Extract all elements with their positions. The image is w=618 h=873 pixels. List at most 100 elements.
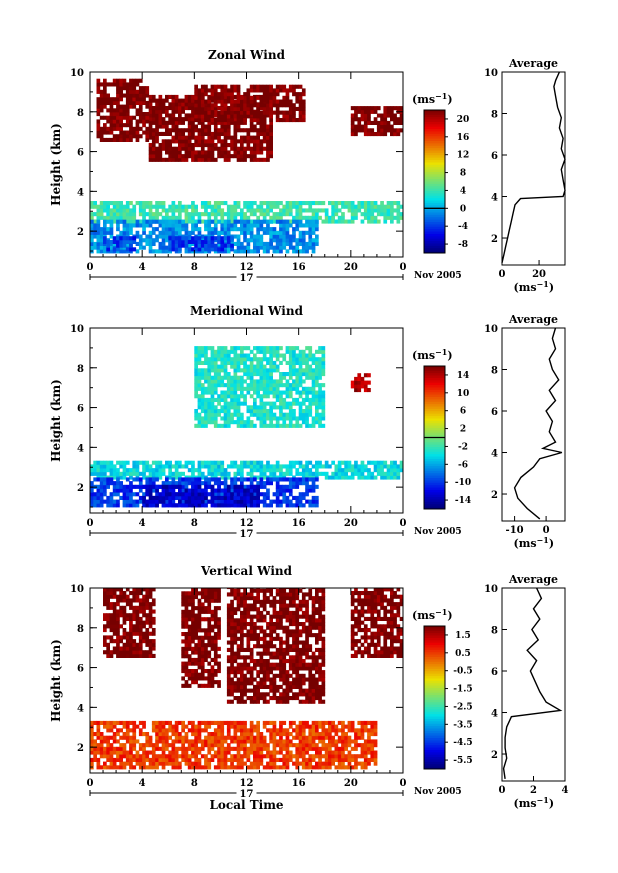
heatmap-cell — [174, 754, 179, 759]
heatmap-cell — [328, 201, 332, 206]
heatmap-cell — [269, 353, 273, 358]
heatmap-cell — [119, 754, 123, 759]
heatmap-cell — [233, 135, 238, 140]
heatmap-cell — [305, 743, 309, 748]
heatmap-cell — [220, 106, 225, 111]
heatmap-cell — [171, 219, 176, 224]
heatmap-cell — [132, 208, 137, 213]
heatmap-cell — [112, 236, 117, 241]
heatmap-cell — [184, 154, 189, 159]
heatmap-cell — [200, 99, 205, 104]
heatmap-cell — [259, 468, 264, 473]
heatmap-cell — [217, 492, 221, 497]
heatmap-cell — [204, 243, 208, 248]
heatmap-cell — [223, 405, 228, 410]
heatmap-cell — [99, 238, 104, 243]
heatmap-cell — [380, 212, 384, 217]
heatmap-cell — [305, 409, 309, 414]
heatmap-cell — [194, 492, 198, 497]
heatmap-cell — [155, 460, 159, 465]
heatmap-cell — [383, 132, 388, 137]
heatmap-cell — [256, 757, 260, 762]
heatmap-cell — [279, 499, 283, 504]
heatmap-cell — [262, 468, 267, 473]
heatmap-cell — [311, 477, 316, 482]
colorbar-segment — [424, 387, 445, 391]
heatmap-cell — [210, 416, 215, 421]
heatmap-cell — [103, 471, 107, 476]
heatmap-cell — [249, 113, 254, 118]
heatmap-cell — [249, 227, 254, 232]
heatmap-cell — [328, 720, 332, 725]
heatmap-cell — [272, 390, 277, 395]
heatmap-cell — [282, 212, 287, 217]
heatmap-cell — [187, 746, 192, 751]
heatmap-cell — [288, 208, 293, 213]
heatmap-cell — [230, 495, 234, 500]
heatmap-cell — [315, 368, 319, 373]
heatmap-cell — [318, 357, 322, 362]
heatmap-cell — [243, 204, 247, 209]
heatmap-cell — [282, 477, 287, 482]
heatmap-cell — [119, 765, 123, 770]
heatmap-cell — [103, 227, 107, 232]
heatmap-cell — [396, 215, 401, 220]
heatmap-cell — [129, 247, 133, 252]
heatmap-cell — [318, 471, 322, 476]
heatmap-cell — [142, 754, 146, 759]
heatmap-cell — [210, 150, 215, 155]
heatmap-cell — [298, 724, 303, 729]
heatmap-cell — [155, 215, 159, 220]
heatmap-cell — [230, 401, 234, 406]
heatmap-cell — [171, 765, 176, 770]
heatmap-cell — [285, 471, 290, 476]
heatmap-cell — [220, 143, 225, 148]
heatmap-cell — [259, 84, 264, 89]
heatmap-cell — [125, 495, 130, 500]
heatmap-cell — [93, 499, 97, 504]
heatmap-cell — [171, 495, 176, 500]
heatmap-cell — [174, 492, 179, 497]
heatmap-cell — [210, 236, 215, 241]
heatmap-cell — [90, 750, 94, 755]
heatmap-cell — [399, 468, 403, 473]
heatmap-cell — [200, 143, 205, 148]
heatmap-cell — [308, 484, 313, 489]
heatmap-cell — [383, 120, 388, 125]
colorbar-segment — [424, 439, 445, 443]
heatmap-cell — [275, 92, 280, 97]
heatmap-cell — [106, 739, 110, 744]
heatmap-cell — [220, 247, 225, 252]
heatmap-cell — [262, 475, 267, 480]
heatmap-cell — [282, 471, 287, 476]
heatmap-cell — [282, 375, 287, 380]
heatmap-cell — [240, 368, 244, 373]
heatmap-cell — [158, 150, 163, 155]
heatmap-cell — [181, 481, 185, 486]
heatmap-cell — [383, 117, 388, 122]
heatmap-cell — [90, 201, 94, 206]
heatmap-cell — [90, 492, 94, 497]
heatmap-cell — [318, 464, 322, 469]
heatmap-cell — [285, 757, 290, 762]
heatmap-cell — [301, 746, 306, 751]
heatmap-cell — [249, 460, 254, 465]
heatmap-cell — [272, 732, 277, 737]
colorbar-segment — [424, 119, 445, 123]
heatmap-cell — [315, 735, 319, 740]
heatmap-cell — [158, 495, 163, 500]
heatmap-cell — [321, 346, 326, 351]
heatmap-cell — [249, 477, 254, 482]
heatmap-cell — [305, 364, 309, 369]
heatmap-cell — [96, 249, 101, 254]
heatmap-cell — [292, 484, 296, 489]
colorbar-tick-label: 16 — [457, 133, 470, 143]
heatmap-cell — [129, 126, 133, 131]
heatmap-cell — [191, 464, 195, 469]
heatmap-cell — [171, 236, 176, 241]
heatmap-cell — [259, 379, 264, 384]
heatmap-cell — [230, 375, 234, 380]
heatmap-cell — [285, 412, 290, 417]
heatmap-cell — [129, 468, 133, 473]
heatmap-cell — [187, 215, 192, 220]
